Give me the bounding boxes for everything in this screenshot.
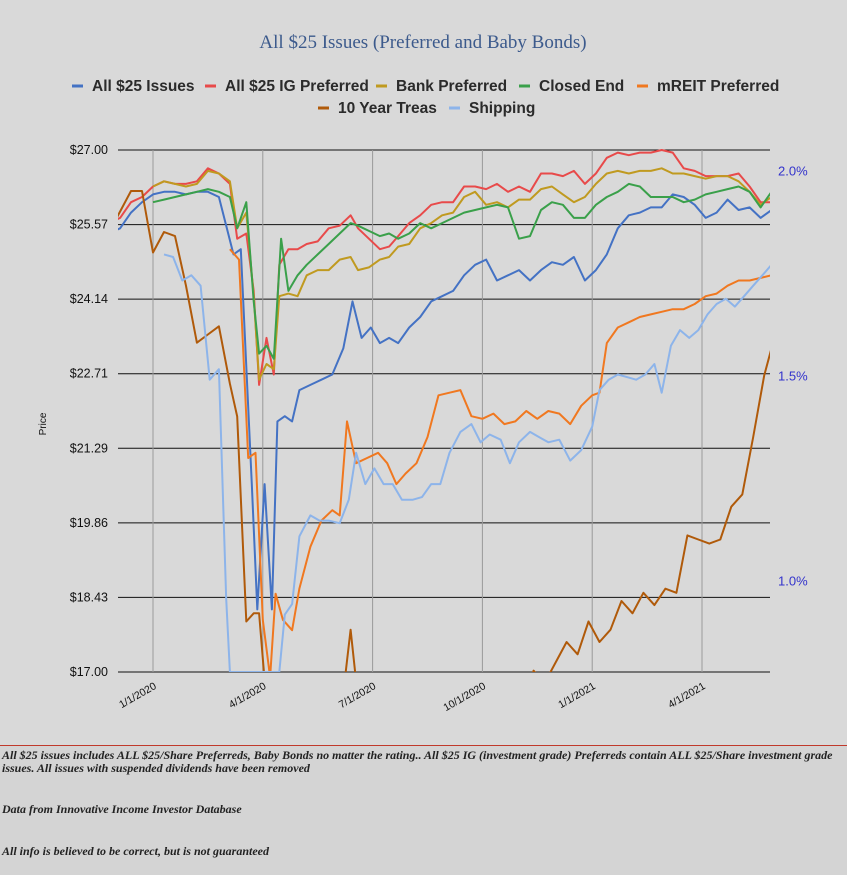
- x-tick-label: 10/1/2020: [441, 680, 488, 714]
- y-tick-label: $19.86: [70, 516, 108, 530]
- chart-area: All $25 Issues (Preferred and Baby Bonds…: [38, 32, 809, 714]
- note-data-source: Data from Innovative Income Investor Dat…: [2, 802, 242, 816]
- note-definitions: All $25 issues includes ALL $25/Share Pr…: [2, 748, 833, 775]
- legend-entry: All $25 Issues: [92, 78, 195, 95]
- legend-entry: 10 Year Treas: [338, 100, 437, 117]
- line-chart: All $25 Issues (Preferred and Baby Bonds…: [38, 32, 808, 714]
- legend-entry: Shipping: [469, 100, 535, 117]
- y-tick-label: $21.29: [70, 441, 108, 455]
- y-tick-label: $24.14: [70, 292, 108, 306]
- axes: $27.00 $25.57 $24.14 $22.71 $21.29 $19.86 $18.…: [70, 143, 808, 714]
- x-tick-label: 4/1/2020: [227, 680, 269, 711]
- series-line-2: [118, 149, 770, 386]
- y2-tick-label: 1.0%: [778, 574, 808, 589]
- grid: [118, 149, 770, 673]
- legend-entry: mREIT Preferred: [657, 78, 779, 95]
- x-tick-label: 4/1/2021: [666, 680, 708, 711]
- x-tick-label: 1/1/2020: [117, 680, 159, 711]
- y-tick-label: $25.57: [70, 218, 108, 232]
- note-disclaimer: All info is believed to be correct, but …: [2, 844, 269, 858]
- series-line-1: [118, 190, 770, 611]
- series-line-4: [152, 182, 770, 360]
- y2-tick-label: 1.5%: [778, 369, 808, 384]
- chart-title: All $25 Issues (Preferred and Baby Bonds…: [259, 32, 586, 53]
- y-tick-label: $22.71: [70, 367, 108, 381]
- legend-entry: Bank Preferred: [396, 78, 507, 95]
- series-lines: [118, 149, 770, 672]
- legend: All $25 Issues All $25 IG Preferred Bank P…: [72, 78, 779, 117]
- series-line-7: [163, 253, 770, 672]
- series-line-3: [152, 167, 770, 381]
- y-tick-label: $18.43: [70, 590, 108, 604]
- legend-entry: Closed End: [539, 78, 624, 95]
- x-tick-label: 1/1/2021: [556, 680, 598, 711]
- y-tick-label: $27.00: [70, 143, 108, 157]
- legend-entry: All $25 IG Preferred: [225, 78, 369, 95]
- footnotes: All $25 issues includes ALL $25/Share Pr…: [0, 745, 847, 875]
- x-tick-label: 7/1/2020: [337, 680, 379, 711]
- y-axis-label: Price: [38, 412, 49, 435]
- y-tick-label: $17.00: [70, 665, 108, 679]
- series-line-6: [118, 190, 770, 672]
- series-line-5: [229, 248, 770, 672]
- y2-tick-label: 2.0%: [778, 164, 808, 179]
